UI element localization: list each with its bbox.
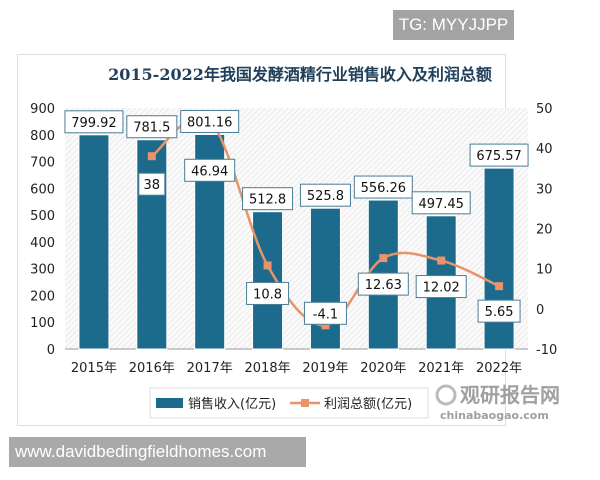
bar-data-label-box [64, 110, 124, 134]
x-tick-label: 2019年 [302, 361, 348, 376]
x-tick-label: 2017年 [187, 361, 233, 376]
x-tick-label: 2022年 [476, 361, 522, 376]
bar-data-label-box [411, 191, 471, 215]
y-left-tick-label: 800 [30, 129, 55, 144]
x-tick-label: 2021年 [418, 361, 464, 376]
x-tick-label: 2015年 [71, 361, 117, 376]
plot-area [65, 108, 528, 349]
logo-icon [435, 384, 457, 406]
line-data-label: 12.63 [365, 278, 402, 293]
bar [252, 211, 284, 350]
y-right-tick-label: 20 [536, 223, 553, 238]
line-data-label-box [184, 158, 236, 182]
line-data-label: 12.02 [423, 281, 460, 296]
bar-data-label: 512.8 [249, 193, 286, 208]
line-marker [437, 256, 446, 265]
bar-data-label-box [126, 115, 178, 139]
line-data-label-box [415, 275, 467, 299]
line-data-label-box [477, 299, 521, 323]
bar [136, 139, 168, 350]
x-tick-label: 2016年 [129, 361, 175, 376]
line-marker [147, 152, 156, 161]
line-marker [495, 282, 504, 291]
y-right-tick-label: -10 [536, 343, 557, 358]
y-left-tick-label: 200 [30, 289, 55, 304]
y-right-tick-label: 40 [536, 142, 553, 157]
bar-data-label-box [469, 143, 529, 167]
legend-bar-swatch [156, 398, 183, 408]
bar-data-label: 799.92 [71, 116, 117, 131]
bar [78, 134, 110, 350]
bar-data-label-box [353, 175, 413, 199]
legend [149, 387, 429, 419]
line-marker [321, 321, 330, 330]
line-data-label-box [246, 281, 290, 305]
line-data-label: 38 [144, 178, 161, 193]
y-left-tick-label: 300 [30, 263, 55, 278]
bar-data-label-box [299, 183, 351, 207]
line-marker [379, 254, 388, 263]
line-data-label-box [303, 301, 347, 325]
line-data-label: -4.1 [313, 307, 338, 322]
y-left-tick-label: 900 [30, 102, 55, 117]
y-left-tick-label: 700 [30, 156, 55, 171]
y-left-tick-label: 600 [30, 182, 55, 197]
bar-data-label: 801.16 [187, 115, 233, 130]
y-left-tick-label: 400 [30, 236, 55, 251]
bar-data-label: 675.57 [476, 149, 522, 164]
watermark-bottom: www.davidbedingfieldhomes.com [9, 437, 306, 467]
x-tick-label: 2020年 [360, 361, 406, 376]
legend-bar-label: 销售收入(亿元) [188, 396, 276, 412]
bar-data-label: 556.26 [361, 181, 407, 196]
line-marker [263, 261, 272, 270]
logo-url: chinabaogao.com [440, 409, 549, 422]
bar-data-label-box [242, 187, 294, 211]
y-left-tick-label: 0 [47, 343, 55, 358]
y-left-tick-label: 100 [30, 316, 55, 331]
logo-text: 观研报告网 [460, 383, 560, 407]
legend-line-label: 利润总额(亿元) [324, 397, 412, 412]
line-data-label: 5.65 [485, 305, 514, 320]
chart-title: 2015-2022年我国发酵酒精行业销售收入及利润总额 [108, 65, 492, 84]
x-tick-label: 2018年 [245, 361, 291, 376]
line-data-label: 46.94 [191, 164, 228, 179]
bar-data-label-box [180, 109, 240, 133]
y-right-tick-label: 0 [536, 303, 544, 318]
line-data-label-box [357, 272, 409, 296]
line-data-label: 10.8 [253, 287, 282, 302]
y-right-tick-label: 50 [536, 102, 553, 117]
bar-data-label: 525.8 [307, 189, 344, 204]
legend-line-marker [301, 399, 309, 407]
y-right-tick-label: 10 [536, 263, 553, 278]
watermark-top: TG: MYYJJPP [393, 10, 514, 40]
y-right-tick-label: 30 [536, 182, 553, 197]
bar-data-label: 781.5 [133, 121, 170, 136]
line-data-label-box [138, 172, 166, 196]
bar-data-label: 497.45 [418, 197, 464, 212]
y-left-tick-label: 500 [30, 209, 55, 224]
